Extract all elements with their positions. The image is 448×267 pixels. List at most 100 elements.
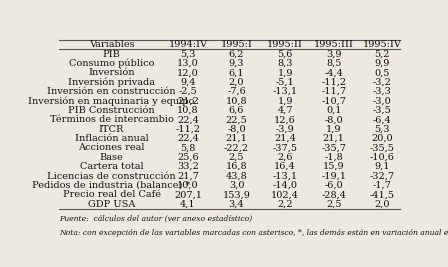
Text: -28,4: -28,4 [321, 190, 346, 199]
Text: -11,2: -11,2 [175, 125, 201, 134]
Text: 4,7: 4,7 [277, 106, 293, 115]
Text: 5,3: 5,3 [180, 50, 196, 58]
Text: -10,7: -10,7 [321, 96, 346, 105]
Text: 9,3: 9,3 [229, 59, 244, 68]
Text: 22,5: 22,5 [226, 115, 247, 124]
Text: 13,0: 13,0 [177, 59, 199, 68]
Text: -7,6: -7,6 [227, 87, 246, 96]
Text: 15,9: 15,9 [323, 162, 345, 171]
Text: 1995:III: 1995:III [314, 40, 354, 49]
Text: Nota: con excepción de las variables marcadas con asterisco, *, las demás están : Nota: con excepción de las variables mar… [60, 229, 448, 237]
Text: Licencias de construcción: Licencias de construcción [47, 171, 176, 180]
Text: 10,8: 10,8 [177, 106, 199, 115]
Text: 8,3: 8,3 [277, 59, 293, 68]
Text: -11,7: -11,7 [321, 87, 346, 96]
Text: -13,1: -13,1 [272, 171, 298, 180]
Text: 5,2: 5,2 [375, 50, 390, 58]
Text: Acciones real: Acciones real [78, 143, 145, 152]
Text: 207,1: 207,1 [174, 190, 202, 199]
Text: 9,9: 9,9 [375, 59, 390, 68]
Text: -1,7: -1,7 [373, 181, 392, 190]
Text: 22,4: 22,4 [177, 115, 199, 124]
Text: -13,1: -13,1 [272, 87, 298, 96]
Text: -32,7: -32,7 [370, 171, 395, 180]
Text: 33,2: 33,2 [177, 162, 199, 171]
Text: -2,5: -2,5 [179, 87, 197, 96]
Text: 1995:I: 1995:I [220, 40, 253, 49]
Text: Pedidos de industria (balance) *: Pedidos de industria (balance) * [32, 181, 191, 190]
Text: 1994:IV: 1994:IV [168, 40, 207, 49]
Text: 12,0: 12,0 [177, 68, 199, 77]
Text: 21,1: 21,1 [323, 134, 345, 143]
Text: -6,0: -6,0 [324, 181, 343, 190]
Text: 12,6: 12,6 [274, 115, 296, 124]
Text: 16,4: 16,4 [274, 162, 296, 171]
Text: PIB Construcción: PIB Construcción [68, 106, 155, 115]
Text: 9,4: 9,4 [180, 78, 196, 87]
Text: Inflación anual: Inflación anual [75, 134, 148, 143]
Text: PIB: PIB [103, 50, 121, 58]
Text: -35,7: -35,7 [321, 143, 346, 152]
Text: 6,1: 6,1 [229, 68, 244, 77]
Text: 22,4: 22,4 [177, 134, 199, 143]
Text: Inversión: Inversión [88, 68, 135, 77]
Text: -22,2: -22,2 [224, 143, 249, 152]
Text: -4,4: -4,4 [324, 68, 343, 77]
Text: 0,5: 0,5 [375, 68, 390, 77]
Text: -3,0: -3,0 [373, 96, 392, 105]
Text: 3,9: 3,9 [326, 50, 341, 58]
Text: 43,8: 43,8 [226, 171, 247, 180]
Text: 0,1: 0,1 [326, 106, 341, 115]
Text: 21,1: 21,1 [226, 134, 247, 143]
Text: -14,0: -14,0 [273, 181, 297, 190]
Text: -11,2: -11,2 [321, 78, 346, 87]
Text: -3,5: -3,5 [373, 106, 392, 115]
Text: -35,5: -35,5 [370, 143, 395, 152]
Text: -3,2: -3,2 [373, 78, 392, 87]
Text: Términos de intercambio: Términos de intercambio [50, 115, 173, 124]
Text: -8,0: -8,0 [227, 125, 246, 134]
Text: 21,7: 21,7 [177, 171, 199, 180]
Text: Cartera total: Cartera total [80, 162, 143, 171]
Text: Consumo público: Consumo público [69, 59, 154, 68]
Text: 102,4: 102,4 [271, 190, 299, 199]
Text: ITCR: ITCR [99, 125, 124, 134]
Text: 153,9: 153,9 [223, 190, 250, 199]
Text: Base: Base [99, 153, 124, 162]
Text: 2,0: 2,0 [229, 78, 244, 87]
Text: 1,9: 1,9 [277, 68, 293, 77]
Text: 25,6: 25,6 [177, 153, 199, 162]
Text: 2,5: 2,5 [229, 153, 244, 162]
Text: 2,5: 2,5 [326, 200, 341, 209]
Text: 10,8: 10,8 [226, 96, 247, 105]
Text: -5,1: -5,1 [276, 78, 294, 87]
Text: Variables: Variables [89, 40, 134, 49]
Text: -37,5: -37,5 [273, 143, 297, 152]
Text: 3,0: 3,0 [229, 181, 244, 190]
Text: -6,4: -6,4 [373, 115, 392, 124]
Text: 5,6: 5,6 [277, 50, 293, 58]
Text: Inversión en construcción: Inversión en construcción [47, 87, 176, 96]
Text: 20,0: 20,0 [371, 134, 393, 143]
Text: GDP USA: GDP USA [88, 200, 135, 209]
Text: 6,2: 6,2 [229, 50, 244, 58]
Text: 3,4: 3,4 [229, 200, 244, 209]
Text: 2,2: 2,2 [277, 200, 293, 209]
Text: Inversión privada: Inversión privada [68, 77, 155, 87]
Text: 5,3: 5,3 [375, 125, 390, 134]
Text: Inversión en maquinaria y equipo: Inversión en maquinaria y equipo [28, 96, 195, 106]
Text: -3,9: -3,9 [276, 125, 294, 134]
Text: -41,5: -41,5 [370, 190, 395, 199]
Text: 8,5: 8,5 [326, 59, 341, 68]
Text: 9,1: 9,1 [375, 162, 390, 171]
Text: Precio real del Café: Precio real del Café [63, 190, 160, 199]
Text: -19,1: -19,1 [321, 171, 346, 180]
Text: 1995:IV: 1995:IV [363, 40, 402, 49]
Text: 1,9: 1,9 [277, 96, 293, 105]
Text: 1,9: 1,9 [326, 125, 341, 134]
Text: -10,6: -10,6 [370, 153, 395, 162]
Text: 10,0: 10,0 [177, 181, 199, 190]
Text: 4,1: 4,1 [180, 200, 196, 209]
Text: -1,8: -1,8 [324, 153, 343, 162]
Text: 21,4: 21,4 [274, 134, 296, 143]
